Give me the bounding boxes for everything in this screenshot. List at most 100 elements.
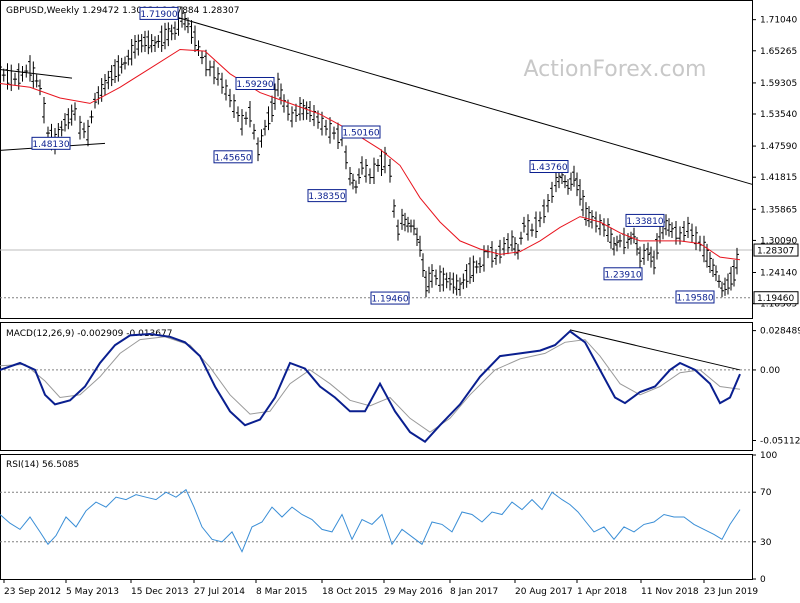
price-bar	[388, 158, 392, 183]
swing-label-text: 1.38350	[308, 192, 345, 202]
swing-label: 1.59290	[235, 76, 275, 90]
price-bar	[594, 211, 598, 233]
price-bar	[116, 55, 121, 82]
swing-label-text: 1.19460	[371, 295, 408, 305]
price-bar	[136, 34, 141, 56]
swing-label-box	[235, 76, 275, 90]
price-y-tick-label: 1.24140	[760, 268, 797, 278]
price-bar	[458, 277, 462, 296]
price-y-tick-label: 1.30090	[760, 236, 797, 246]
price-bar	[441, 267, 446, 292]
price-bar	[554, 171, 558, 193]
swing-label-box	[675, 290, 715, 304]
price-bar	[308, 101, 312, 123]
price-bar	[279, 83, 283, 105]
price-y-tick-label: 1.35865	[760, 205, 797, 215]
price-bar	[351, 173, 355, 190]
price-y-tick-label: 1.53540	[760, 110, 797, 120]
price-bar	[464, 264, 469, 288]
price-bar	[519, 231, 523, 245]
price-bar	[667, 218, 671, 237]
price-bar	[149, 34, 154, 53]
price-bar	[471, 255, 476, 282]
price-bar	[415, 227, 419, 247]
price-bar	[702, 235, 706, 263]
level-tag-box	[753, 291, 799, 305]
price-bar	[717, 274, 721, 288]
x-tick-label: 5 May 2013	[66, 587, 119, 597]
swing-label-box	[625, 213, 665, 227]
price-bar	[204, 49, 208, 77]
price-bar	[686, 216, 690, 238]
swing-label: 1.23910	[603, 267, 643, 281]
price-bar	[73, 102, 77, 121]
rsi-panel-frame	[0, 454, 753, 580]
x-tick-label: 23 Sep 2012	[4, 587, 61, 597]
x-tick-label: 1 Apr 2018	[577, 587, 627, 597]
x-tick-label: 15 Dec 2013	[131, 587, 189, 597]
swing-label: 1.19460	[370, 291, 410, 305]
price-bar	[729, 266, 733, 291]
x-tick-label: 23 Jun 2019	[704, 587, 758, 597]
price-bar	[336, 122, 340, 149]
price-bar	[530, 223, 534, 237]
watermark: ActionForex.com	[524, 57, 707, 82]
price-bar	[63, 113, 67, 132]
swing-label-text: 1.71900	[140, 10, 177, 20]
price-bar	[522, 216, 526, 233]
price-bar	[461, 273, 466, 290]
price-bar	[348, 167, 352, 186]
price-bar	[664, 214, 668, 236]
price-bar	[396, 219, 400, 241]
price-bar	[16, 63, 21, 90]
swing-label-text: 1.19580	[676, 293, 713, 303]
x-tick-label: 20 Aug 2017	[515, 587, 573, 597]
price-bar	[376, 158, 380, 172]
price-bar	[133, 34, 137, 59]
price-bar	[566, 179, 570, 195]
price-bar	[581, 189, 585, 217]
price-bar	[189, 20, 194, 44]
price-bar	[244, 111, 248, 125]
rsi-panel: RSI(14) 56.5085	[0, 454, 753, 580]
swing-label: 1.71900	[139, 6, 179, 20]
price-bar	[259, 129, 264, 148]
price-bar	[474, 260, 479, 274]
level-tag: 1.19460	[753, 291, 799, 305]
macd-y-tick-label: 0.00	[760, 366, 780, 376]
price-bar	[224, 79, 228, 101]
price-bar	[498, 239, 502, 264]
price-bar	[454, 274, 459, 296]
price-bar	[166, 22, 171, 47]
price-bar	[290, 106, 294, 128]
price-bar	[510, 230, 514, 252]
price-bar	[69, 104, 74, 126]
price-y-tick-label: 1.71040	[760, 16, 797, 26]
price-bar	[563, 175, 567, 189]
macd-signal-line	[0, 336, 741, 433]
price-bar	[256, 137, 260, 162]
swing-label-text: 1.45650	[214, 153, 251, 163]
price-bar	[332, 126, 336, 140]
level-tag-text: 1.19460	[757, 294, 794, 304]
price-bar	[20, 65, 25, 82]
price-bar	[263, 119, 267, 136]
swing-label-box	[341, 125, 381, 139]
price-bar	[690, 223, 694, 242]
x-tick-label: 8 Mar 2015	[256, 587, 307, 597]
price-bar	[228, 88, 232, 108]
swing-label: 1.19580	[675, 290, 715, 304]
price-bar	[5, 63, 10, 90]
price-bar	[444, 272, 449, 289]
price-bar	[618, 234, 622, 248]
price-bar	[726, 273, 730, 295]
price-bar	[368, 168, 372, 185]
price-bar	[638, 246, 642, 268]
price-tag-text: 1.28307	[757, 247, 794, 257]
x-tick-label: 27 Jul 2014	[194, 587, 245, 597]
swing-label-box	[529, 160, 569, 174]
price-bar	[403, 212, 407, 232]
chart-title: GBPUSD,Weekly 1.29472 1.30134 1.27884 1.…	[6, 6, 239, 16]
price-bar	[534, 211, 538, 238]
price-bar	[24, 64, 29, 78]
